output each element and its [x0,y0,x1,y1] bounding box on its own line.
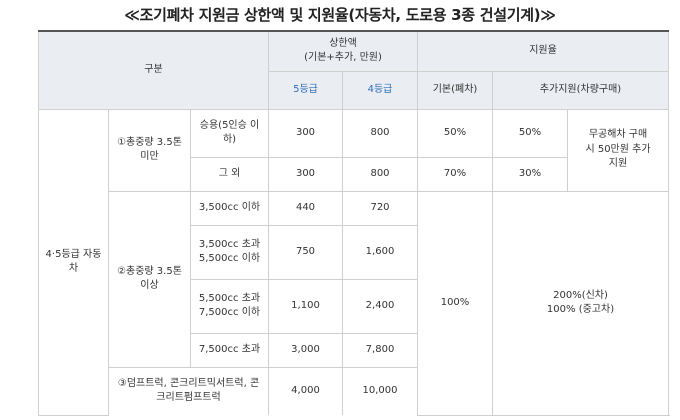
group1-cell: ①총중량 3.5톤 미만 [108,108,191,192]
r4-sub-label: 3,500cc 초과 5,500cc 이하 [198,238,261,265]
r1-note: 무공해차 구매 시 50만원 추가 지원 [566,108,670,192]
header-limit-label: 상한액 (기본+추가, 만원) [304,37,382,64]
group2-cell: ②총중량 3.5톤 이상 [108,190,191,368]
r1-note-label: 무공해차 구매 시 50만원 추가 지원 [585,129,651,170]
table-row-r3-sub: 3,500cc 이하 [190,190,269,226]
header-basic: 기본(폐차) [417,70,493,110]
r3-grade5: 440 [268,190,343,226]
r6-grade5: 3,000 [268,332,343,368]
r5-sub-label: 5,500cc 초과 7,500cc 이하 [198,292,261,319]
header-limit: 상한액 (기본+추가, 만원) [268,30,418,72]
r2-basic: 70% [417,156,493,192]
subsidy-table: 구분 상한액 (기본+추가, 만원) 지원율 5등급 4등급 기본(폐차) 추가… [38,30,670,416]
table-row-r1-sub: 승용(5인승 이 하) [190,108,269,158]
header-grade5: 5등급 [268,70,343,110]
group3-label: ③덤프트럭, 콘크리트믹서트럭, 콘 크리트펌프트럭 [117,377,260,404]
vehicle-class-cell: 4·5등급 자동 차 [38,108,109,416]
r7-grade4: 10,000 [342,366,418,415]
header-extra: 추가지원(차량구매) [491,70,670,110]
r1-basic: 50% [417,108,493,158]
group2-label: ②총중량 3.5톤 이상 [117,265,182,292]
r4-grade4: 1,600 [342,224,418,280]
table-row-r5-sub: 5,500cc 초과 7,500cc 이하 [190,278,269,334]
r1-sub-label: 승용(5인승 이 하) [199,119,260,146]
r5-grade5: 1,100 [268,278,343,334]
r6-grade4: 7,800 [342,332,418,368]
page-title: ≪조기폐차 지원금 상한액 및 지원율(자동차, 도로용 3종 건설기계)≫ [124,6,556,24]
r4-grade5: 750 [268,224,343,280]
large-extra-label: 200%(신차) 100% (중고차) [546,289,615,316]
table-row-r2-sub: 그 외 [190,156,269,192]
header-rate: 지원율 [416,30,670,72]
r2-extra: 30% [492,156,568,192]
group3-cell: ③덤프트럭, 콘크리트믹서트럭, 콘 크리트펌프트럭 [108,366,269,415]
header-gubun: 구분 [38,30,269,110]
r2-grade5: 300 [268,156,343,192]
r1-grade5: 300 [268,108,343,158]
table-row-r4-sub: 3,500cc 초과 5,500cc 이하 [190,224,269,280]
large-extra-rate: 200%(신차) 100% (중고차) [491,190,670,416]
r3-grade4: 720 [342,190,418,226]
r5-grade4: 2,400 [342,278,418,334]
header-grade4: 4등급 [342,70,418,110]
vehicle-class-label: 4·5등급 자동 차 [45,248,102,275]
table-row-r6-sub: 7,500cc 초과 [190,332,269,368]
r7-grade5: 4,000 [268,366,343,415]
r1-grade4: 800 [342,108,418,158]
large-basic-rate: 100% [417,190,493,416]
r2-grade4: 800 [342,156,418,192]
r1-extra: 50% [492,108,568,158]
group1-label: ①총중량 3.5톤 미만 [117,136,182,163]
